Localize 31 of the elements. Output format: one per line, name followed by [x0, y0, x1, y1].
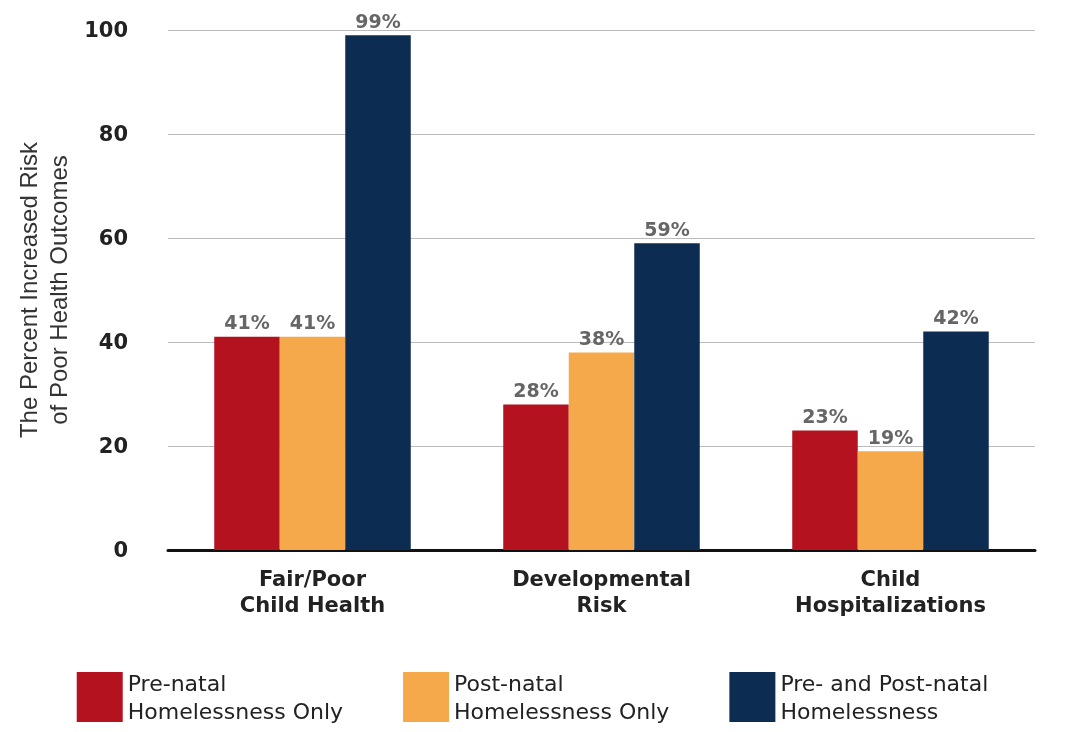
y-axis-title: The Percent Increased Risk of Poor Health Outcomes [14, 140, 72, 439]
y-tick-label: 20 [98, 434, 128, 458]
data-label: 28% [513, 378, 559, 401]
y-tick-label: 100 [84, 18, 128, 42]
x-tick-label: Fair/Poor Child Health [239, 567, 386, 617]
bar [345, 35, 411, 550]
legend-label: Post-natal Homelessness Only [454, 670, 670, 724]
y-tick-label: 80 [98, 122, 128, 146]
legend-label: Pre- and Post-natal Homelessness [780, 670, 989, 724]
y-tick-label: 40 [98, 330, 128, 354]
bar [634, 243, 700, 550]
bar [279, 336, 346, 550]
bar [923, 331, 989, 550]
x-tick-label: Child Hospitalizations [795, 567, 986, 617]
data-label: 41% [289, 311, 336, 334]
data-label: 19% [867, 425, 914, 448]
data-label: 59% [644, 217, 690, 240]
x-tick-label: Developmental Risk [512, 567, 691, 617]
bar [857, 451, 924, 550]
bar [214, 336, 280, 550]
bar [503, 404, 569, 550]
data-label: 42% [933, 306, 979, 329]
data-label: 23% [802, 404, 848, 427]
data-label: 38% [578, 326, 625, 349]
data-label: 99% [355, 9, 401, 32]
y-tick-label: 60 [98, 226, 128, 250]
bar [792, 430, 858, 550]
data-label: 41% [224, 311, 270, 334]
bar [568, 352, 635, 550]
legend-label: Pre-natal Homelessness Only [127, 670, 344, 724]
y-tick-label: 0 [113, 538, 128, 562]
